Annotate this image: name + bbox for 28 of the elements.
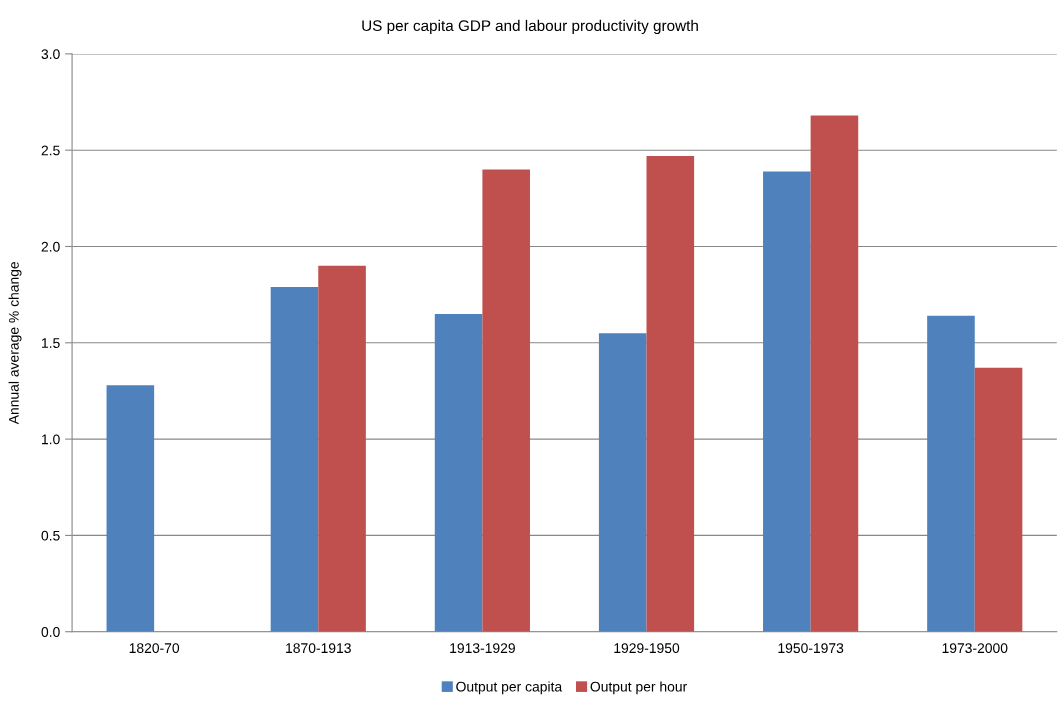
bar	[598, 333, 647, 632]
bar	[810, 115, 859, 632]
chart-title: US per capita GDP and labour productivity growth	[362, 19, 698, 35]
x-tick-label: 1929-1950	[614, 643, 680, 654]
y-tick-label: 3.0	[41, 49, 60, 60]
legend-label: Output per hour	[590, 681, 687, 695]
y-tick-label: 0.0	[41, 627, 60, 637]
x-tick-label: 1870-1913	[286, 643, 351, 654]
x-tick-label: 1820-70	[129, 643, 180, 654]
bar	[106, 385, 155, 632]
x-tick-label: 1973-2000	[942, 643, 1008, 654]
x-tick-label: 1913-1929	[450, 643, 515, 654]
bar	[482, 169, 530, 632]
bar	[646, 155, 695, 632]
y-axis-title: Annual average % change	[8, 261, 22, 425]
y-tick-label: 1.0	[42, 434, 60, 445]
bar	[763, 171, 811, 632]
y-tick-label: 2.0	[41, 241, 60, 252]
bar	[318, 265, 366, 632]
bar	[927, 315, 975, 632]
y-tick-label: 1.5	[42, 338, 60, 348]
y-tick-label: 0.5	[41, 530, 60, 541]
y-tick-label: 2.5	[41, 145, 60, 156]
bar	[270, 286, 319, 632]
bar	[434, 313, 483, 632]
x-tick-label: 1950-1973	[778, 643, 844, 654]
legend-label: Output per capita	[456, 681, 563, 695]
bar	[974, 367, 1023, 632]
